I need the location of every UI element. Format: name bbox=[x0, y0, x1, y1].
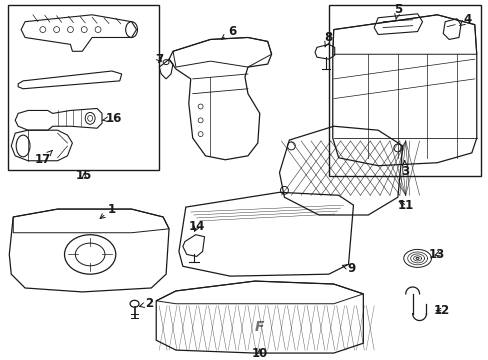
Text: 1: 1 bbox=[100, 203, 116, 219]
Text: 15: 15 bbox=[76, 169, 92, 182]
Text: 12: 12 bbox=[433, 304, 449, 317]
Text: F: F bbox=[255, 320, 264, 334]
Text: 17: 17 bbox=[35, 150, 52, 166]
Text: 7: 7 bbox=[155, 53, 163, 66]
Text: 4: 4 bbox=[459, 13, 471, 26]
Text: 3: 3 bbox=[400, 161, 408, 178]
Text: 5: 5 bbox=[393, 3, 401, 19]
Text: 2: 2 bbox=[139, 297, 153, 310]
Text: 11: 11 bbox=[397, 199, 413, 212]
Text: 16: 16 bbox=[102, 112, 122, 125]
Text: 13: 13 bbox=[428, 248, 445, 261]
Text: 14: 14 bbox=[188, 220, 204, 233]
Text: 6: 6 bbox=[221, 25, 236, 39]
Text: 10: 10 bbox=[251, 347, 267, 360]
Text: 8: 8 bbox=[324, 31, 332, 47]
Text: 9: 9 bbox=[342, 262, 355, 275]
Bar bbox=[8, 5, 159, 170]
Bar bbox=[328, 5, 480, 176]
